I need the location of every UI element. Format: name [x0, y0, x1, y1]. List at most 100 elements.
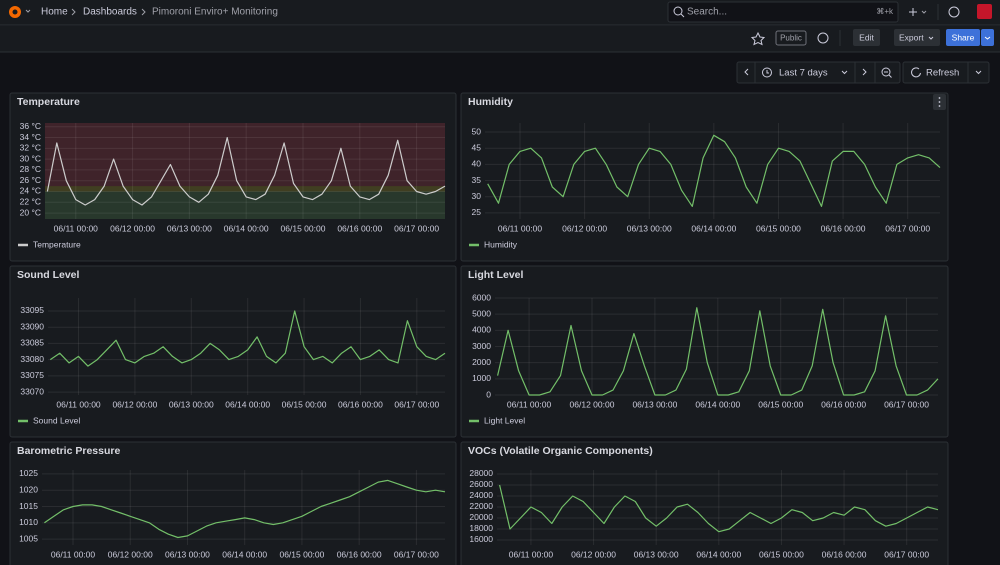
- x-tick-label: 06/16 00:00: [821, 223, 866, 233]
- export-button[interactable]: [894, 29, 940, 46]
- x-tick-label: 06/16 00:00: [337, 223, 382, 233]
- threshold-band: [45, 186, 445, 192]
- panel-frame: [460, 441, 949, 565]
- panel-frame: [460, 265, 949, 438]
- x-tick-label: 06/11 00:00: [507, 399, 552, 409]
- series-line: [49, 310, 446, 367]
- y-tick-label: 20000: [469, 512, 493, 522]
- x-tick-label: 06/12 00:00: [112, 399, 157, 409]
- x-tick-label: 06/11 00:00: [51, 549, 96, 559]
- breadcrumb-current: Pimoroni Enviro+ Monitoring: [152, 7, 278, 18]
- x-tick-label: 06/14 00:00: [222, 549, 267, 559]
- x-tick-label: 06/17 00:00: [885, 223, 930, 233]
- export-caret: [928, 36, 934, 40]
- y-tick-label: 18000: [469, 523, 493, 533]
- legend-label: Sound Level: [33, 415, 80, 425]
- x-tick-label: 06/11 00:00: [498, 223, 543, 233]
- export-label: Export: [899, 32, 924, 42]
- breadcrumb[interactable]: Home: [41, 7, 68, 18]
- y-tick-label: 0: [486, 389, 491, 399]
- y-tick-label: 26 °C: [20, 175, 41, 185]
- time-range[interactable]: Last 7 days: [779, 68, 828, 79]
- panel-title: Humidity: [468, 96, 513, 108]
- x-tick-label: 06/12 00:00: [110, 223, 155, 233]
- y-tick-label: 1005: [19, 533, 38, 543]
- y-tick-label: 1020: [19, 484, 38, 494]
- panel: Barometric Pressure 1005 1010 1015 1020 1025 0…: [9, 441, 457, 565]
- refresh-caret[interactable]: [975, 70, 982, 75]
- edit-button[interactable]: [853, 29, 880, 46]
- y-tick-label: 1010: [19, 517, 38, 527]
- series-line: [44, 479, 446, 539]
- x-tick-label: 06/12 00:00: [562, 223, 607, 233]
- search-box[interactable]: [667, 1, 899, 23]
- y-tick-label: 33070: [20, 386, 44, 396]
- y-tick-label: 32 °C: [20, 143, 41, 153]
- series-line: [497, 307, 939, 396]
- x-tick-label: 06/12 00:00: [570, 399, 615, 409]
- zoom-out-icon[interactable]: [881, 67, 891, 77]
- info-icon[interactable]: [817, 32, 829, 44]
- x-tick-label: 06/17 00:00: [884, 549, 929, 559]
- y-tick-label: 33095: [20, 305, 44, 315]
- x-tick-label: 06/16 00:00: [821, 399, 866, 409]
- user-avatar[interactable]: [977, 4, 992, 19]
- clock-icon: [762, 67, 772, 78]
- legend-label: Temperature: [33, 239, 81, 249]
- share-label: Share: [952, 32, 975, 42]
- x-tick-label: 06/13 00:00: [632, 399, 677, 409]
- y-tick-label: 33090: [20, 321, 44, 331]
- y-tick-label: 22 °C: [20, 197, 41, 207]
- y-tick-label: 5000: [472, 308, 491, 318]
- time-caret[interactable]: [841, 70, 848, 75]
- star-icon[interactable]: [750, 31, 766, 46]
- panel: Humidity 25 30 35 40 45 50 06/11 00:00 06/12 00:…: [460, 92, 949, 262]
- y-tick-label: 34 °C: [20, 132, 41, 142]
- legend-label: Humidity: [484, 239, 518, 249]
- x-tick-label: 06/17 00:00: [884, 399, 929, 409]
- share-dropdown[interactable]: [981, 29, 994, 46]
- y-tick-label: 33080: [20, 354, 44, 364]
- x-tick-label: 06/15 00:00: [759, 549, 804, 559]
- series-line: [46, 137, 446, 206]
- clock-hands: [766, 70, 769, 74]
- add-caret[interactable]: [921, 10, 927, 14]
- panel-title: Barometric Pressure: [17, 445, 120, 457]
- y-tick-label: 35: [472, 175, 482, 185]
- public-label: Public: [780, 34, 802, 43]
- y-tick-label: 45: [472, 142, 482, 152]
- help-icon[interactable]: [948, 6, 960, 18]
- panel: Temperature 20 °C22 °C24 °C26 °C28 °C30 °…: [9, 92, 457, 262]
- breadcrumb-sep: [71, 8, 76, 16]
- panel-title: VOCs (Volatile Organic Components): [468, 445, 653, 457]
- y-tick-label: 4000: [472, 325, 491, 335]
- x-tick-label: 06/15 00:00: [282, 399, 327, 409]
- x-tick-label: 06/14 00:00: [225, 399, 270, 409]
- search-shortcut: ⌘+k: [876, 7, 894, 16]
- x-tick-label: 06/14 00:00: [696, 549, 741, 559]
- edit-label: Edit: [859, 32, 874, 42]
- panels: Temperature 20 °C22 °C24 °C26 °C28 °C30 °…: [9, 92, 949, 565]
- y-tick-label: 40: [472, 159, 482, 169]
- refresh-icon: [911, 67, 921, 78]
- threshold-band: [45, 191, 445, 219]
- panel-frame: [9, 441, 457, 565]
- breadcrumb[interactable]: Dashboards: [83, 7, 137, 18]
- x-tick-label: 06/12 00:00: [108, 549, 153, 559]
- x-tick-label: 06/11 00:00: [509, 549, 554, 559]
- shift-back[interactable]: [744, 68, 749, 76]
- add-icon[interactable]: [909, 8, 917, 16]
- share-button[interactable]: [946, 29, 980, 46]
- y-tick-label: 24000: [469, 490, 493, 500]
- y-tick-label: 30: [472, 191, 482, 201]
- menu-dot: [938, 101, 941, 103]
- search-placeholder: Search...: [687, 7, 727, 18]
- x-tick-label: 06/16 00:00: [338, 399, 383, 409]
- menu-caret[interactable]: [25, 9, 31, 13]
- y-tick-label: 28 °C: [20, 164, 41, 174]
- y-tick-label: 2000: [472, 357, 491, 367]
- shift-forward[interactable]: [862, 68, 867, 76]
- panel-title: Sound Level: [17, 269, 80, 281]
